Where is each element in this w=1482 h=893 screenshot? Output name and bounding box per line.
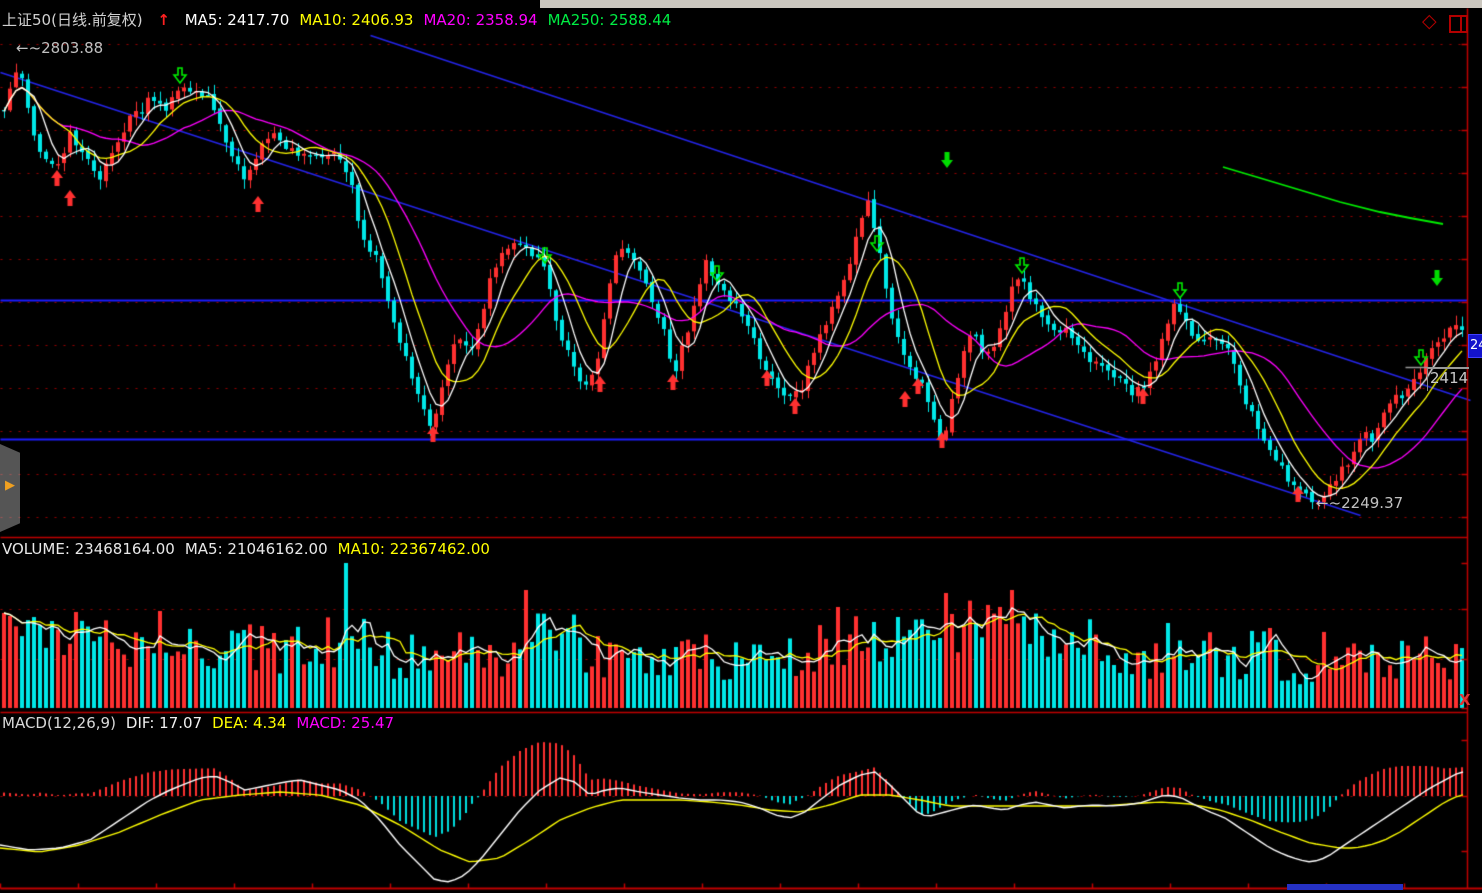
- main-indicators: MA5: 2417.70 MA10: 2406.93 MA20: 2358.94 MA…: [185, 11, 682, 29]
- sidebar-expand-handle[interactable]: [0, 444, 20, 532]
- volume-label-MA10: MA10: 22367462.00: [337, 540, 490, 558]
- expand-arrow-icon: ▶: [5, 478, 15, 493]
- indicator-MA10: MA10: 2406.93: [299, 11, 414, 29]
- indicator-MA20: MA20: 2358.94: [423, 11, 538, 29]
- trend-up-arrow-icon: ↑: [157, 11, 170, 29]
- macd-label-DEA: DEA: 4.34: [212, 714, 287, 732]
- indicator-MA250: MA250: 2588.44: [547, 11, 672, 29]
- macd-label-MACD-params: MACD(12,26,9): [2, 714, 116, 732]
- volume-pane-header: VOLUME: 23468164.00 MA5: 21046162.00 MA10:…: [2, 540, 510, 558]
- macd-indicators: MACD(12,26,9) DIF: 17.07 DEA: 4.34 MACD: 25…: [2, 714, 404, 732]
- low-price-label: ←~2249.37: [1316, 494, 1404, 512]
- axis-price-tag: 24: [1468, 334, 1482, 358]
- split-window-icon[interactable]: [1449, 15, 1468, 33]
- volume-label-MA5: MA5: 21046162.00: [184, 540, 328, 558]
- close-pane-button[interactable]: X: [1459, 691, 1471, 709]
- macd-label-DIF: DIF: 17.07: [125, 714, 203, 732]
- volume-indicators: VOLUME: 23468164.00 MA5: 21046162.00 MA10:…: [2, 540, 500, 558]
- instrument-title: 上证50(日线.前复权): [2, 11, 143, 29]
- split-window-icon-divider: [1460, 17, 1462, 31]
- last-price-tag: 2414: [1427, 367, 1469, 391]
- high-price-label: ←~2803.88: [16, 39, 104, 57]
- window-top-strip: [540, 0, 1482, 8]
- volume-label-VOLUME: VOLUME: 23468164.00: [2, 540, 175, 558]
- macd-pane-header: MACD(12,26,9) DIF: 17.07 DEA: 4.34 MACD: 25…: [2, 714, 414, 732]
- macd-label-MACD: MACD: 25.47: [296, 714, 395, 732]
- h-scrollbar-thumb[interactable]: [1287, 884, 1403, 890]
- diamond-tool-icon[interactable]: ◇: [1422, 10, 1437, 32]
- indicator-MA5: MA5: 2417.70: [184, 11, 290, 29]
- main-pane-header: 上证50(日线.前复权) ↑ MA5: 2417.70 MA10: 2406.93…: [2, 9, 691, 30]
